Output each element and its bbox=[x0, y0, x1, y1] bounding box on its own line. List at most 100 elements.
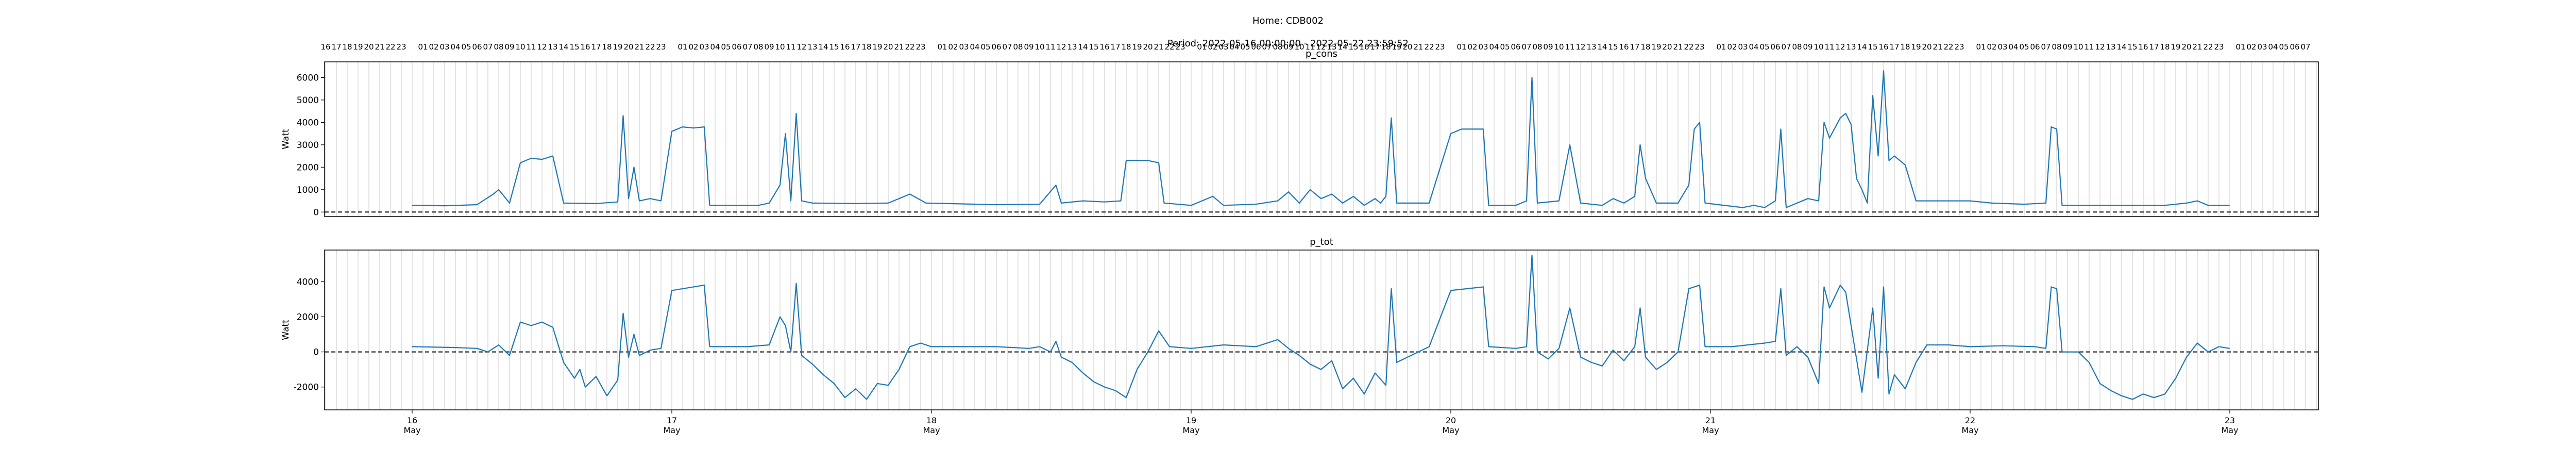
hour-tick-label: 18 bbox=[1121, 42, 1131, 52]
hour-tick-label: 03 bbox=[1997, 42, 2007, 52]
panel-title: p_tot bbox=[1310, 237, 1333, 247]
hour-tick-label: 17 bbox=[331, 42, 341, 52]
hour-tick-label: 06 bbox=[1770, 42, 1780, 52]
hour-tick-label: 02 bbox=[1987, 42, 1996, 52]
hour-tick-label: 06 bbox=[472, 42, 482, 52]
hour-tick-label: 23 bbox=[1175, 42, 1185, 52]
hour-tick-label: 01 bbox=[418, 42, 428, 52]
y-tick-label: 1000 bbox=[297, 185, 319, 195]
hour-tick-label: 20 bbox=[883, 42, 893, 52]
hour-tick-label: 07 bbox=[2041, 42, 2050, 52]
hour-tick-label: 07 bbox=[1002, 42, 1012, 52]
hour-tick-label: 22 bbox=[1684, 42, 1693, 52]
hour-tick-label: 16 bbox=[1878, 42, 1888, 52]
hour-tick-label: 02 bbox=[1208, 42, 1217, 52]
hour-tick-label: 08 bbox=[1532, 42, 1542, 52]
hour-tick-label: 08 bbox=[753, 42, 763, 52]
hour-tick-label: 19 bbox=[353, 42, 363, 52]
hour-tick-label: 13 bbox=[2106, 42, 2115, 52]
x-date-label-month: May bbox=[923, 425, 940, 435]
hour-tick-label: 05 bbox=[980, 42, 990, 52]
hour-tick-label: 16 bbox=[840, 42, 850, 52]
hour-tick-label: 03 bbox=[1478, 42, 1488, 52]
figure-title-home: Home: CDB002 bbox=[1252, 15, 1324, 26]
hour-tick-label: 02 bbox=[429, 42, 438, 52]
y-tick-label: 0 bbox=[313, 207, 319, 218]
hour-tick-label: 20 bbox=[2181, 42, 2191, 52]
hour-tick-label: 06 bbox=[1251, 42, 1261, 52]
hour-tick-label: 09 bbox=[1543, 42, 1553, 52]
hour-tick-label: 03 bbox=[439, 42, 449, 52]
hour-tick-label: 14 bbox=[1337, 42, 1347, 52]
hour-tick-label: 19 bbox=[1392, 42, 1401, 52]
x-date-label-month: May bbox=[1702, 425, 1719, 435]
hour-tick-label: 15 bbox=[2127, 42, 2137, 52]
hour-tick-label: 07 bbox=[1521, 42, 1531, 52]
hour-tick-label: 13 bbox=[1846, 42, 1856, 52]
hour-tick-label: 10 bbox=[1814, 42, 1823, 52]
x-date-label-day: 16 bbox=[407, 416, 417, 425]
hour-tick-label: 12 bbox=[537, 42, 547, 52]
hour-tick-label: 08 bbox=[1792, 42, 1802, 52]
hour-tick-label: 03 bbox=[1218, 42, 1228, 52]
hour-tick-label: 21 bbox=[634, 42, 644, 52]
hour-tick-label: 11 bbox=[2084, 42, 2094, 52]
hour-tick-label: 23 bbox=[2214, 42, 2224, 52]
hour-tick-label: 01 bbox=[2235, 42, 2245, 52]
hour-tick-label: 23 bbox=[656, 42, 666, 52]
hour-tick-label: 11 bbox=[1565, 42, 1574, 52]
hour-tick-label: 02 bbox=[1467, 42, 1477, 52]
hour-tick-label: 22 bbox=[905, 42, 914, 52]
hour-tick-label: 04 bbox=[1749, 42, 1758, 52]
hour-tick-label: 19 bbox=[1132, 42, 1142, 52]
hour-tick-label: 11 bbox=[1824, 42, 1834, 52]
hour-tick-label: 09 bbox=[1283, 42, 1293, 52]
hour-tick-label: 03 bbox=[959, 42, 969, 52]
hour-tick-label: 06 bbox=[1511, 42, 1520, 52]
hour-tick-label: 16 bbox=[580, 42, 590, 52]
y-tick-label: 5000 bbox=[297, 95, 319, 106]
hour-tick-label: 04 bbox=[1229, 42, 1239, 52]
panel-title: p_cons bbox=[1306, 48, 1337, 59]
hour-tick-label: 15 bbox=[1868, 42, 1877, 52]
hour-tick-label: 05 bbox=[1240, 42, 1250, 52]
hour-tick-label: 14 bbox=[818, 42, 828, 52]
hour-tick-label: 19 bbox=[872, 42, 882, 52]
hour-tick-label: 08 bbox=[2052, 42, 2061, 52]
hour-tick-label: 07 bbox=[1262, 42, 1272, 52]
hour-tick-label: 22 bbox=[1164, 42, 1174, 52]
hour-tick-label: 13 bbox=[1327, 42, 1336, 52]
hour-tick-label: 02 bbox=[948, 42, 958, 52]
hour-tick-label: 09 bbox=[764, 42, 774, 52]
hour-tick-label: 20 bbox=[1143, 42, 1153, 52]
hour-tick-label: 05 bbox=[2019, 42, 2029, 52]
hour-tick-label: 15 bbox=[829, 42, 839, 52]
hour-tick-label: 21 bbox=[894, 42, 904, 52]
hour-tick-label: 03 bbox=[2257, 42, 2267, 52]
hour-tick-label: 22 bbox=[385, 42, 395, 52]
hour-tick-label: 13 bbox=[1586, 42, 1596, 52]
hour-tick-label: 20 bbox=[364, 42, 374, 52]
hour-tick-label: 11 bbox=[1305, 42, 1315, 52]
hour-tick-label: 08 bbox=[1013, 42, 1023, 52]
hour-tick-label: 04 bbox=[1489, 42, 1499, 52]
x-date-label-day: 22 bbox=[1965, 416, 1975, 425]
hour-tick-label: 05 bbox=[721, 42, 731, 52]
y-tick-label: 0 bbox=[313, 347, 319, 358]
y-axis-label: Watt bbox=[281, 320, 291, 340]
hour-tick-label: 14 bbox=[1078, 42, 1088, 52]
hour-tick-label: 04 bbox=[970, 42, 979, 52]
hour-tick-label: 16 bbox=[1359, 42, 1369, 52]
hour-tick-label: 15 bbox=[1089, 42, 1098, 52]
hour-tick-label: 22 bbox=[1424, 42, 1434, 52]
hour-tick-label: 14 bbox=[2116, 42, 2126, 52]
series-line-p_tot bbox=[412, 255, 2230, 400]
hour-tick-label: 05 bbox=[1500, 42, 1510, 52]
hour-tick-label: 20 bbox=[623, 42, 633, 52]
hour-tick-label: 03 bbox=[699, 42, 709, 52]
hour-tick-label: 07 bbox=[1781, 42, 1791, 52]
hour-tick-label: 18 bbox=[1381, 42, 1391, 52]
hour-tick-label: 09 bbox=[2062, 42, 2072, 52]
hour-tick-label: 06 bbox=[2030, 42, 2040, 52]
